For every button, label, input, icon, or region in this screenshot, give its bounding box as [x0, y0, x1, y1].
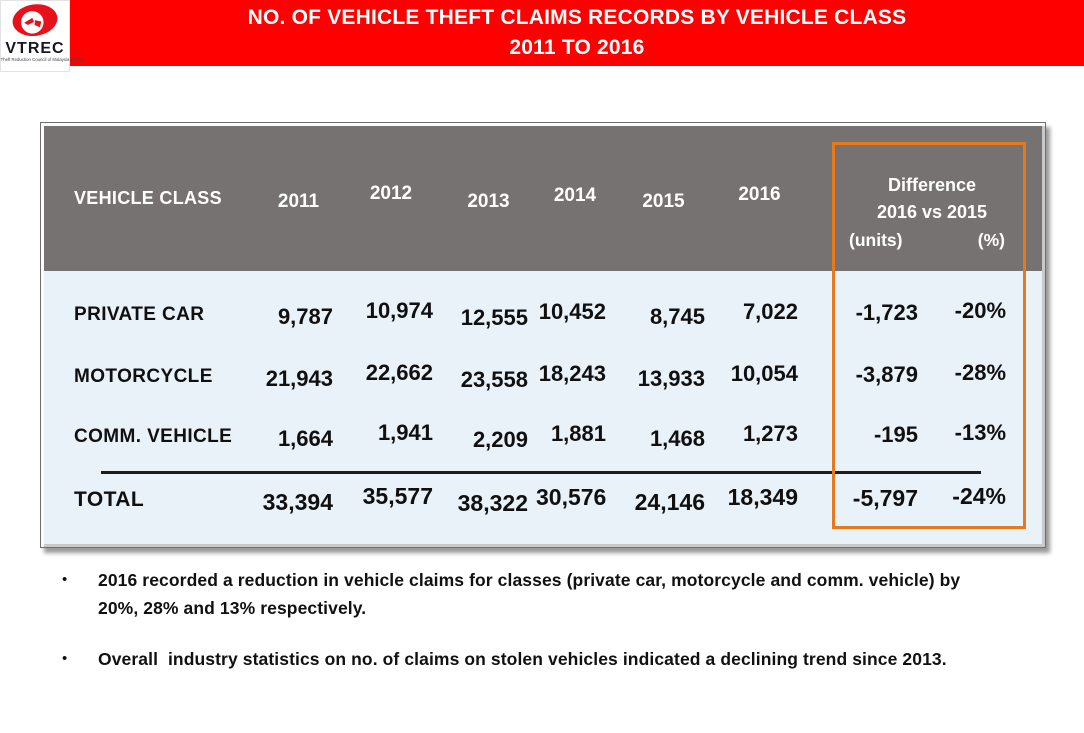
- value-2014: 1,881: [550, 421, 606, 446]
- value-2015: 1,468: [649, 426, 705, 451]
- note-item-1: • 2016 recorded a reduction in vehicle c…: [62, 566, 1012, 622]
- difference-years-label: 2016 vs 2015: [876, 202, 988, 222]
- value-2011: 21,943: [265, 366, 333, 391]
- diff-pct-value: -20%: [954, 298, 1006, 323]
- value-2013: 23,558: [460, 367, 528, 392]
- total-diff-units: -5,797: [852, 484, 918, 511]
- col-header-2012: 2012: [369, 182, 413, 204]
- value-2011: 1,664: [277, 426, 333, 451]
- row-label: MOTORCYCLE: [74, 366, 213, 387]
- value-2012: 10,974: [365, 298, 433, 323]
- difference-label: Difference: [887, 175, 977, 195]
- col-header-vehicle-class: VEHICLE CLASS: [74, 188, 222, 208]
- value-2013: 2,209: [472, 427, 528, 452]
- claims-table: VEHICLE CLASS 2011 2012 2013 2014 2015 2…: [40, 122, 1046, 548]
- col-header-2015: 2015: [642, 190, 685, 212]
- diff-pct-value: -28%: [954, 360, 1006, 385]
- row-label: PRIVATE CAR: [74, 304, 205, 325]
- value-2011: 9,787: [277, 304, 333, 329]
- total-label: TOTAL: [74, 488, 145, 511]
- diff-pct-value: -13%: [954, 420, 1006, 445]
- slide-title-line1: NO. OF VEHICLE THEFT CLAIMS RECORDS BY V…: [247, 6, 907, 29]
- note-text: Overall industry statistics on no. of cl…: [98, 649, 947, 669]
- diff-units-value: -3,879: [855, 362, 918, 387]
- total-2016: 18,349: [727, 483, 798, 510]
- total-2012: 35,577: [362, 482, 433, 509]
- col-header-2016: 2016: [738, 183, 781, 205]
- table-body: PRIVATE CAR 9,787 10,974 12,555 10,452 8…: [44, 271, 1042, 543]
- value-2016: 10,054: [730, 361, 798, 386]
- total-2014: 30,576: [536, 483, 607, 510]
- slide-title: NO. OF VEHICLE THEFT CLAIMS RECORDS BY V…: [70, 0, 1084, 66]
- vtrec-logo-tagline: Vehicle Theft Reduction Council of Malay…: [0, 57, 85, 62]
- value-2015: 8,745: [649, 304, 705, 329]
- diff-units-value: -195: [873, 422, 918, 447]
- table-row-total: TOTAL 33,394 35,577 38,322 30,576 24,146…: [44, 474, 1042, 526]
- slide-title-line2: 2011 TO 2016: [509, 36, 645, 59]
- notes-list: • 2016 recorded a reduction in vehicle c…: [62, 566, 1012, 696]
- value-2012: 1,941: [377, 420, 433, 445]
- total-2011: 33,394: [262, 488, 333, 515]
- bullet-icon: •: [62, 571, 68, 588]
- col-header-2014: 2014: [553, 184, 597, 206]
- difference-pct-label: (%): [977, 230, 1005, 250]
- col-header-difference: Difference 2016 vs 2015 (units) (%): [835, 172, 1029, 251]
- table-row-comm-vehicle: COMM. VEHICLE 1,664 1,941 2,209 1,881 1,…: [44, 407, 1042, 467]
- value-2013: 12,555: [460, 305, 528, 330]
- title-banner: NO. OF VEHICLE THEFT CLAIMS RECORDS BY V…: [0, 0, 1084, 66]
- value-2016: 1,273: [742, 421, 798, 446]
- table-row-private-car: PRIVATE CAR 9,787 10,974 12,555 10,452 8…: [44, 283, 1042, 347]
- value-2016: 7,022: [742, 299, 798, 324]
- col-header-2013: 2013: [467, 190, 510, 212]
- table-row-motorcycle: MOTORCYCLE 21,943 22,662 23,558 18,243 1…: [44, 347, 1042, 407]
- table-header: VEHICLE CLASS 2011 2012 2013 2014 2015 2…: [44, 126, 1042, 271]
- vtrec-logo-icon: [12, 4, 58, 37]
- diff-units-value: -1,723: [855, 300, 918, 325]
- col-header-2011: 2011: [277, 190, 320, 212]
- note-item-2: • Overall industry statistics on no. of …: [62, 645, 1012, 673]
- value-2014: 18,243: [538, 361, 606, 386]
- value-2015: 13,933: [637, 366, 705, 391]
- value-2012: 22,662: [365, 360, 433, 385]
- vtrec-logo-text: VTREC: [5, 40, 65, 57]
- bullet-icon: •: [62, 650, 68, 667]
- difference-units-label: (units): [849, 230, 903, 250]
- total-2015: 24,146: [634, 488, 705, 515]
- total-diff-pct: -24%: [952, 482, 1006, 509]
- total-2013: 38,322: [457, 489, 528, 516]
- note-text: 2016 recorded a reduction in vehicle cla…: [98, 570, 966, 618]
- total-divider-line: [101, 471, 981, 474]
- row-label: COMM. VEHICLE: [74, 426, 233, 447]
- value-2014: 10,452: [538, 299, 606, 324]
- vtrec-logo: VTREC Vehicle Theft Reduction Council of…: [0, 0, 84, 72]
